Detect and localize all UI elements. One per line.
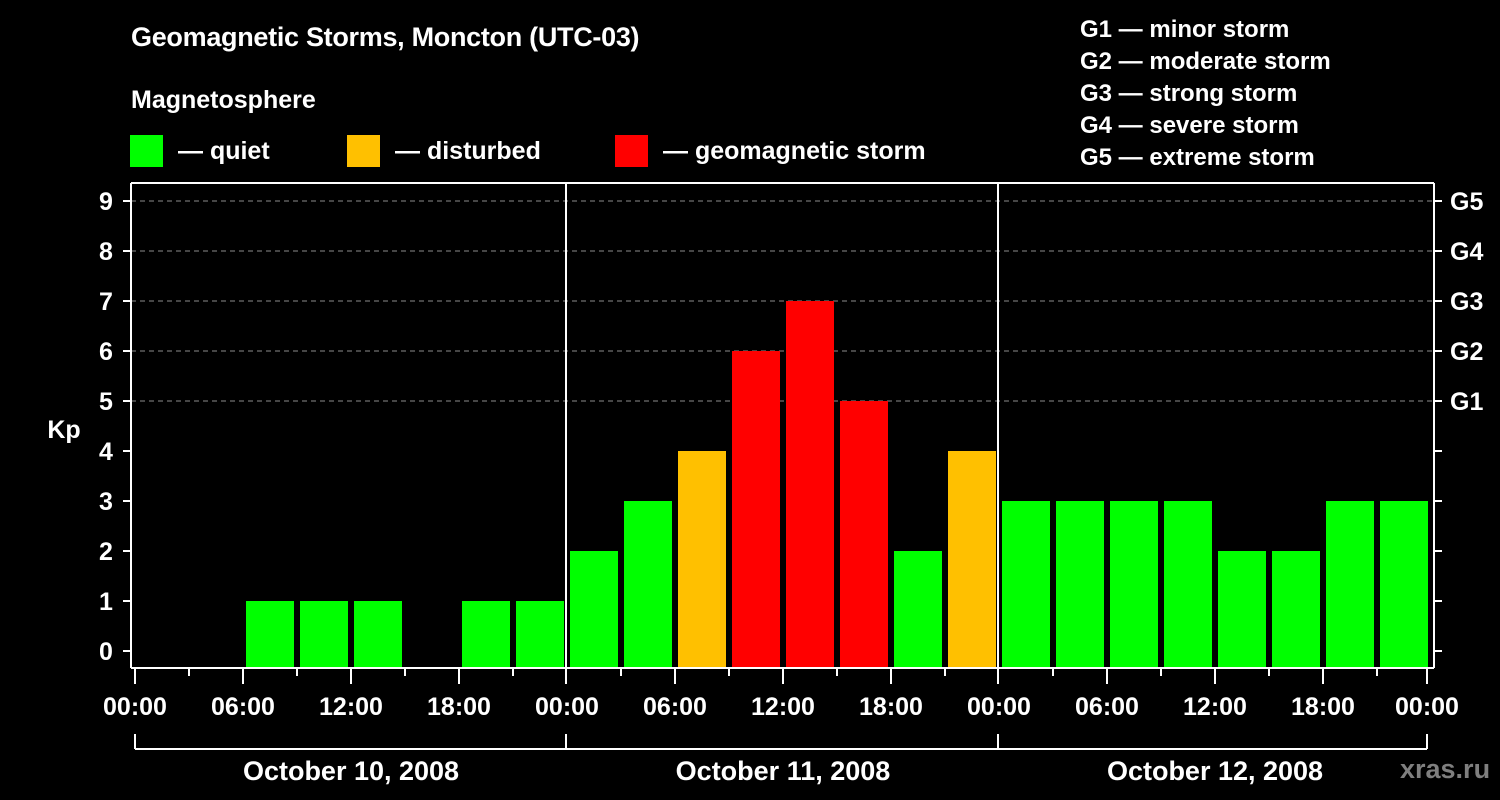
kp-bar <box>624 501 672 668</box>
x-tick-label: 18:00 <box>859 693 923 721</box>
storm-scale-g4: G4 — severe storm <box>1080 112 1299 139</box>
storm-scale-legend: G1 — minor storm G2 — moderate storm G3 … <box>1080 14 1331 174</box>
gridlines <box>131 200 1434 402</box>
axes <box>123 182 1442 750</box>
storm-level-label: G2 <box>1450 338 1483 366</box>
storm-level-label: G3 <box>1450 288 1483 316</box>
y-tick-label: 4 <box>99 438 113 466</box>
kp-bar <box>1002 501 1050 668</box>
storm-scale-g5: G5 — extreme storm <box>1080 144 1315 171</box>
x-tick-label: 18:00 <box>1291 693 1355 721</box>
y-tick-label: 9 <box>99 188 113 216</box>
kp-bar <box>1326 501 1374 668</box>
y-tick-label: 8 <box>99 238 113 266</box>
legend-quiet: — quiet <box>130 134 270 168</box>
watermark: xras.ru <box>1400 754 1491 784</box>
x-tick-label: 12:00 <box>751 693 815 721</box>
legend-label: — geomagnetic storm <box>663 136 926 165</box>
date-label: October 10, 2008 <box>243 756 459 786</box>
kp-bar <box>354 601 402 668</box>
storm-level-label: G1 <box>1450 388 1483 416</box>
kp-bar <box>462 601 510 668</box>
storm-scale-g1: G1 — minor storm <box>1080 16 1290 43</box>
x-tick-label: 00:00 <box>535 693 599 721</box>
x-tick-label: 12:00 <box>1183 693 1247 721</box>
kp-bar <box>894 551 942 668</box>
y-tick-label: 1 <box>99 588 113 616</box>
kp-bar <box>678 451 726 668</box>
x-tick-label: 06:00 <box>211 693 275 721</box>
kp-bar <box>1056 501 1104 668</box>
chart-title: Geomagnetic Storms, Moncton (UTC-03) <box>131 22 640 52</box>
y-tick-label: 3 <box>99 488 113 516</box>
storm-level-label: G4 <box>1450 238 1483 266</box>
kp-bar <box>516 601 564 668</box>
storm-level-label: G5 <box>1450 188 1483 216</box>
x-tick-label: 06:00 <box>643 693 707 721</box>
y-axis-title: Kp <box>47 416 80 444</box>
kp-bar <box>948 451 996 668</box>
x-tick-label: 00:00 <box>1395 693 1459 721</box>
kp-bar <box>300 601 348 668</box>
quiet-swatch <box>130 135 163 167</box>
legend-heading: Magnetosphere <box>131 86 316 114</box>
kp-bar <box>1380 501 1428 668</box>
x-tick-label: 18:00 <box>427 693 491 721</box>
kp-bar <box>1110 501 1158 668</box>
kp-bar <box>732 351 780 668</box>
axis-labels: 0 1 2 3 4 5 6 7 8 9 Kp G1 G2 G3 G4 G5 00:00 06:00 12:00 18:… <box>47 188 1483 786</box>
kp-bar <box>1272 551 1320 668</box>
legend-label: — quiet <box>178 136 270 165</box>
legend-storm: — geomagnetic storm <box>615 134 926 168</box>
legend-label: — disturbed <box>395 136 541 165</box>
storm-swatch <box>615 135 648 167</box>
kp-bar <box>246 601 294 668</box>
x-tick-label: 00:00 <box>967 693 1031 721</box>
kp-bar <box>786 301 834 668</box>
kp-bar <box>1218 551 1266 668</box>
date-label: October 12, 2008 <box>1107 756 1323 786</box>
storm-scale-g3: G3 — strong storm <box>1080 80 1298 107</box>
x-tick-label: 00:00 <box>103 693 167 721</box>
kp-bar <box>840 401 888 668</box>
bars <box>246 301 1428 668</box>
y-tick-label: 5 <box>99 388 113 416</box>
y-tick-label: 0 <box>99 638 113 666</box>
storm-scale-g2: G2 — moderate storm <box>1080 48 1331 75</box>
x-tick-label: 06:00 <box>1075 693 1139 721</box>
y-tick-label: 2 <box>99 538 113 566</box>
disturbed-swatch <box>347 135 380 167</box>
date-label: October 11, 2008 <box>676 756 891 786</box>
kp-bar <box>570 551 618 668</box>
x-tick-label: 12:00 <box>319 693 383 721</box>
kp-bar <box>1164 501 1212 668</box>
y-tick-label: 6 <box>99 338 113 366</box>
legend-disturbed: — disturbed <box>347 134 541 168</box>
y-tick-label: 7 <box>99 288 113 316</box>
